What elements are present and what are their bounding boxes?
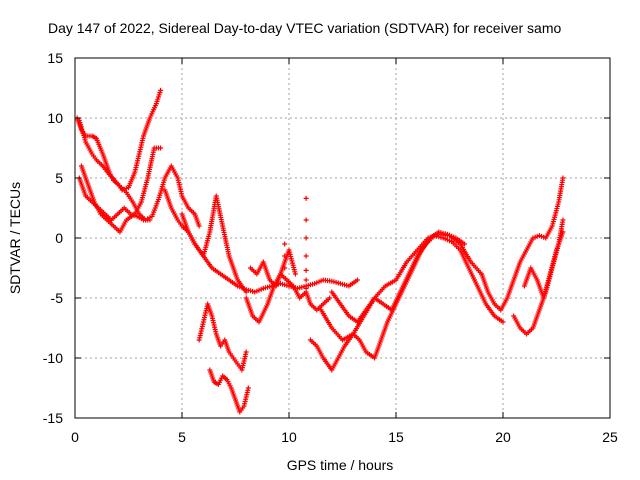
x-axis-label: GPS time / hours: [287, 457, 394, 473]
data-point-track-n: [560, 175, 566, 181]
y-tick-label: 15: [47, 50, 63, 66]
data-point-isolated: [303, 253, 309, 259]
y-axis-label: SDTVAR / TECUs: [7, 182, 23, 294]
data-point-track-k: [461, 241, 467, 247]
data-point-track-g: [243, 349, 249, 355]
data-point-track-a: [158, 87, 164, 93]
y-tick-label: 10: [47, 110, 63, 126]
y-tick-label: -10: [43, 350, 63, 366]
data-point-track-b: [196, 223, 202, 229]
data-point-track-i: [327, 295, 333, 301]
x-tick-label: 5: [178, 429, 186, 445]
data-point-isolated: [282, 253, 288, 259]
y-tick-label: 5: [55, 170, 63, 186]
y-tick-label: -15: [43, 410, 63, 426]
data-point-track-p: [560, 229, 566, 235]
x-tick-label: 25: [602, 429, 618, 445]
data-point-track-j: [292, 271, 298, 277]
x-tick-labels: 0 5 10 15 20 25: [71, 429, 618, 445]
y-tick-labels: -15 -10 -5 0 5 10 15: [43, 50, 63, 426]
data-point-isolated: [303, 217, 309, 223]
y-tick-label: 0: [55, 230, 63, 246]
grid-layer: [75, 58, 610, 418]
data-point-track-c: [158, 145, 164, 151]
data-point-isolated: [303, 267, 309, 273]
data-point-isolated: [303, 285, 309, 291]
x-tick-label: 0: [71, 429, 79, 445]
data-point-track-d: [147, 217, 153, 223]
data-point-isolated: [303, 277, 309, 283]
x-tick-label: 10: [281, 429, 297, 445]
data-point-track-m: [500, 319, 506, 325]
data-point-isolated: [282, 265, 288, 271]
data-point-isolated: [303, 235, 309, 241]
data-point-track-f: [354, 277, 360, 283]
data-point-isolated: [282, 241, 288, 247]
x-tick-label: 20: [495, 429, 511, 445]
data-point-track-o: [560, 217, 566, 223]
axis-ticks: [74, 57, 611, 419]
y-tick-label: -5: [51, 290, 64, 306]
chart-title: Day 147 of 2022, Sidereal Day-to-day VTE…: [48, 20, 561, 36]
x-tick-label: 15: [388, 429, 404, 445]
data-point-track-h: [245, 385, 251, 391]
data-point-isolated: [303, 195, 309, 201]
data-points: [74, 87, 566, 415]
